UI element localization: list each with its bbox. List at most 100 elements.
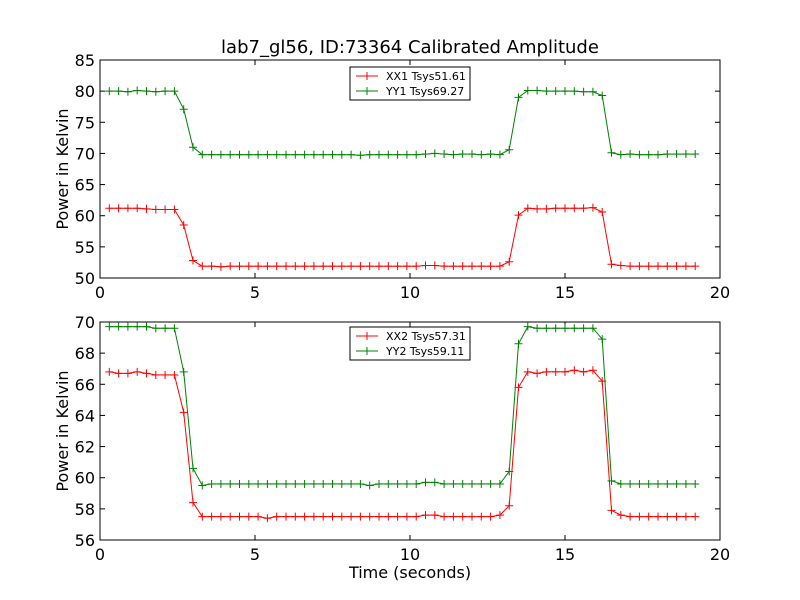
legend: XX2 Tsys57.31 YY2 Tsys59.11 bbox=[349, 326, 471, 361]
data-point-marker bbox=[616, 261, 625, 270]
data-point-marker bbox=[263, 150, 272, 159]
legend: XX1 Tsys51.61 YY1 Tsys69.27 bbox=[349, 66, 471, 101]
y-tick-label: 65 bbox=[75, 176, 95, 195]
legend-box bbox=[349, 326, 471, 361]
data-point-marker bbox=[412, 262, 421, 271]
data-point-marker bbox=[356, 151, 365, 160]
data-point-marker bbox=[654, 479, 662, 488]
data-point-marker bbox=[384, 150, 393, 159]
x-tick-label: 5 bbox=[250, 545, 260, 564]
data-point-marker bbox=[189, 143, 197, 152]
y-tick-label: 70 bbox=[75, 313, 95, 332]
data-point-marker bbox=[402, 262, 411, 271]
legend-marker bbox=[363, 347, 371, 355]
x-tick-label: 20 bbox=[710, 545, 730, 564]
y-tick-label: 60 bbox=[75, 207, 95, 226]
data-point-marker bbox=[458, 512, 467, 521]
data-point-marker bbox=[375, 150, 383, 159]
data-point-marker bbox=[319, 512, 328, 521]
data-point-marker bbox=[207, 262, 216, 271]
data-point-marker bbox=[170, 324, 179, 333]
data-point-marker bbox=[635, 479, 644, 488]
data-point-marker bbox=[282, 262, 290, 271]
data-point-marker bbox=[477, 150, 486, 159]
data-point-marker bbox=[561, 87, 569, 96]
data-point-marker bbox=[142, 322, 151, 331]
data-point-marker bbox=[570, 366, 579, 375]
data-point-marker bbox=[337, 479, 346, 488]
y-axis-label: Power in Kelvin bbox=[53, 108, 72, 229]
data-point-marker bbox=[523, 86, 532, 95]
x-tick-label: 10 bbox=[400, 283, 420, 302]
data-point-marker bbox=[300, 512, 309, 521]
data-point-marker bbox=[551, 367, 560, 376]
data-point-marker bbox=[319, 262, 328, 271]
data-point-marker bbox=[542, 324, 551, 333]
y-tick-label: 80 bbox=[75, 82, 95, 101]
data-point-marker bbox=[133, 367, 142, 376]
y-tick-label: 55 bbox=[75, 238, 95, 257]
data-point-marker bbox=[105, 367, 114, 376]
data-point-marker bbox=[235, 479, 244, 488]
y-tick-label: 58 bbox=[75, 500, 95, 519]
data-point-marker bbox=[254, 512, 263, 521]
data-point-marker bbox=[505, 467, 514, 476]
data-point-marker bbox=[644, 262, 653, 271]
data-point-marker bbox=[514, 383, 523, 392]
data-point-marker bbox=[337, 512, 346, 521]
series-line bbox=[109, 369, 696, 519]
x-axis-label: Time (seconds) bbox=[348, 563, 471, 582]
data-point-marker bbox=[328, 512, 337, 521]
data-point-marker bbox=[523, 367, 532, 376]
data-point-marker bbox=[207, 150, 216, 159]
data-point-marker bbox=[356, 262, 365, 271]
data-point-marker bbox=[412, 150, 421, 159]
data-point-marker bbox=[616, 479, 625, 488]
data-point-marker bbox=[123, 87, 132, 96]
data-point-marker bbox=[133, 322, 142, 331]
data-point-marker bbox=[440, 512, 449, 521]
data-point-marker bbox=[486, 150, 495, 159]
data-point-marker bbox=[495, 479, 504, 488]
data-point-marker bbox=[523, 204, 532, 213]
data-point-marker bbox=[393, 479, 402, 488]
data-point-marker bbox=[402, 512, 411, 521]
data-point-marker bbox=[105, 87, 114, 96]
data-point-marker bbox=[588, 324, 597, 333]
x-tick-label: 15 bbox=[555, 545, 575, 564]
data-point-marker bbox=[598, 335, 607, 344]
data-point-marker bbox=[198, 262, 207, 271]
y-axis-label: Power in Kelvin bbox=[53, 370, 72, 491]
data-point-marker bbox=[263, 514, 272, 523]
data-point-marker bbox=[430, 261, 439, 270]
data-point-marker bbox=[272, 262, 281, 271]
data-point-marker bbox=[319, 479, 328, 488]
data-point-marker bbox=[207, 479, 216, 488]
data-point-marker bbox=[616, 511, 625, 520]
data-point-marker bbox=[123, 204, 132, 213]
data-point-marker bbox=[244, 150, 253, 159]
data-point-marker bbox=[691, 479, 700, 488]
x-tick-label: 20 bbox=[710, 283, 730, 302]
legend-label: XX2 Tsys57.31 bbox=[386, 330, 466, 343]
data-point-marker bbox=[282, 512, 290, 521]
data-point-marker bbox=[598, 207, 607, 216]
data-point-marker bbox=[272, 512, 281, 521]
data-point-marker bbox=[561, 367, 569, 376]
data-point-marker bbox=[672, 150, 681, 159]
data-point-marker bbox=[663, 479, 672, 488]
y-tick-label: 64 bbox=[75, 406, 95, 425]
data-point-marker bbox=[421, 261, 430, 270]
data-point-marker bbox=[198, 512, 207, 521]
data-point-marker bbox=[393, 150, 402, 159]
data-point-marker bbox=[626, 479, 635, 488]
data-point-marker bbox=[123, 322, 132, 331]
series-1 bbox=[105, 366, 700, 523]
data-point-marker bbox=[123, 369, 132, 378]
legend-box bbox=[349, 66, 471, 101]
data-point-marker bbox=[133, 86, 142, 95]
data-point-marker bbox=[226, 512, 235, 521]
data-point-marker bbox=[607, 148, 616, 157]
data-point-marker bbox=[561, 324, 569, 333]
data-point-marker bbox=[421, 150, 430, 159]
